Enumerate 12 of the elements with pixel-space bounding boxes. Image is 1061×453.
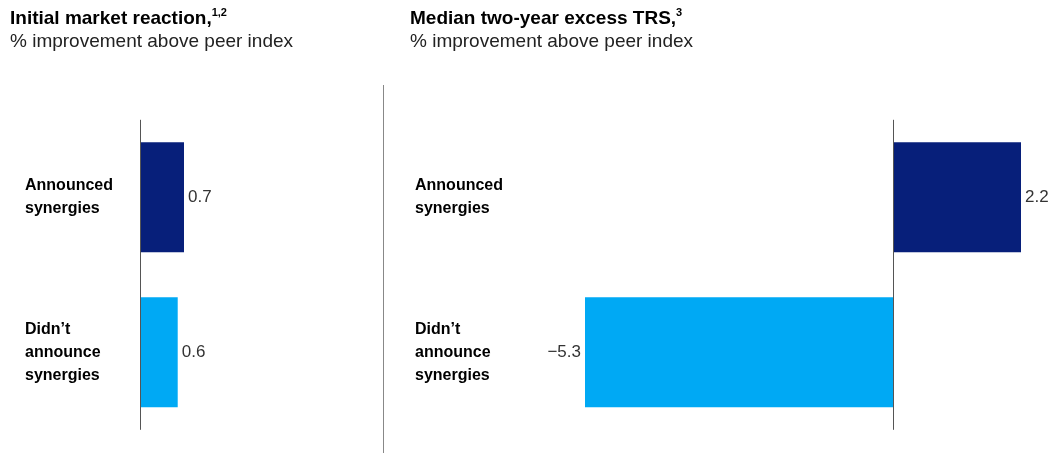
chart-title: Median two-year excess TRS,$^{3}$ bbox=[410, 6, 684, 29]
y-tick-label: Didn’t announce synergies bbox=[415, 319, 491, 383]
chart-title: Initial market reaction,$^{1,2}$ bbox=[10, 6, 228, 29]
y-tick-label: Didn’t announce synergies bbox=[25, 319, 101, 383]
y-tick-label: Announced synergies bbox=[415, 176, 503, 217]
y-tick-label: Announced synergies bbox=[25, 176, 113, 217]
data-label: 2.2 bbox=[1025, 186, 1049, 206]
data-label: 0.7 bbox=[188, 186, 212, 206]
chart-subtitle: % improvement above peer index bbox=[10, 29, 295, 52]
data-label: 0.6 bbox=[181, 341, 206, 361]
data-label: −5.3 bbox=[547, 341, 581, 361]
chart-subtitle: % improvement above peer index bbox=[410, 29, 695, 52]
